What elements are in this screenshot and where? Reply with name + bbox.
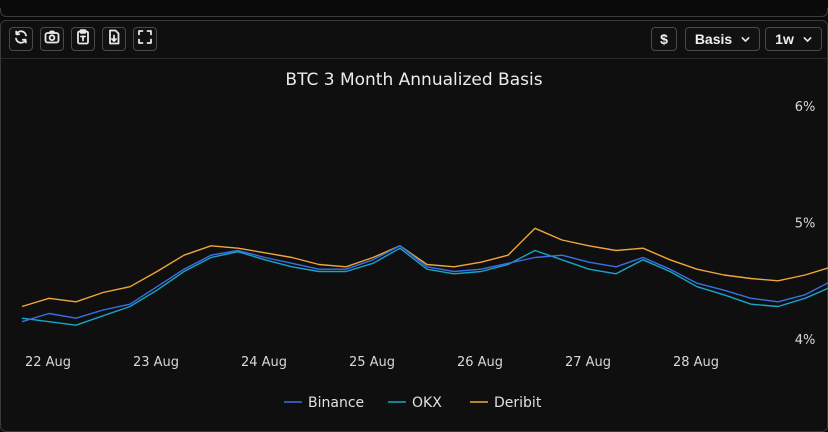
legend-label-okx: OKX (412, 395, 442, 411)
chart-panel: $ Basis 1w (0, 20, 828, 432)
chevron-down-icon (803, 35, 812, 44)
download-button[interactable] (102, 27, 126, 51)
metric-dropdown-label: Basis (694, 31, 733, 47)
x-tick-label: 24 Aug (241, 355, 287, 370)
series-lines (21, 227, 828, 326)
x-axis-ticks: 22 Aug 23 Aug 24 Aug 25 Aug 26 Aug 27 Aug 28 A… (25, 355, 719, 370)
clipboard-icon (75, 29, 91, 49)
x-tick-label: 28 Aug (673, 355, 719, 370)
series-line-binance (21, 245, 828, 323)
y-tick-label: 4% (795, 333, 816, 348)
currency-toggle-button[interactable]: $ (651, 27, 677, 51)
series-line-deribit (21, 227, 828, 308)
interval-dropdown[interactable]: 1w (765, 27, 822, 51)
y-axis-ticks: 4% 5% 6% (795, 100, 816, 348)
legend-label-binance: Binance (308, 395, 364, 411)
chart-title: BTC 3 Month Annualized Basis (285, 70, 542, 90)
fullscreen-button[interactable] (133, 27, 157, 51)
copy-to-clipboard-button[interactable] (71, 27, 95, 51)
screenshot-button[interactable] (40, 27, 64, 51)
metric-dropdown[interactable]: Basis (685, 27, 760, 51)
x-tick-label: 27 Aug (565, 355, 611, 370)
interval-dropdown-label: 1w (775, 31, 794, 47)
chart-legend: Binance OKX Deribit (284, 395, 542, 411)
x-tick-label: 25 Aug (349, 355, 395, 370)
camera-icon (44, 29, 60, 49)
chart-toolbar: $ Basis 1w (1, 21, 827, 59)
basis-chart: BTC 3 Month Annualized Basis 4% 5% 6% 22 A… (21, 70, 828, 411)
currency-label: $ (660, 31, 668, 47)
x-tick-label: 22 Aug (25, 355, 71, 370)
x-tick-label: 26 Aug (457, 355, 503, 370)
legend-label-deribit: Deribit (494, 395, 542, 411)
refresh-button[interactable] (9, 27, 33, 51)
fullscreen-icon (137, 29, 153, 49)
series-line-okx (21, 247, 828, 326)
chevron-down-icon (741, 35, 750, 44)
y-tick-label: 5% (795, 217, 816, 232)
download-file-icon (106, 29, 122, 49)
y-tick-label: 6% (795, 100, 816, 115)
refresh-icon (13, 29, 29, 49)
x-tick-label: 23 Aug (133, 355, 179, 370)
